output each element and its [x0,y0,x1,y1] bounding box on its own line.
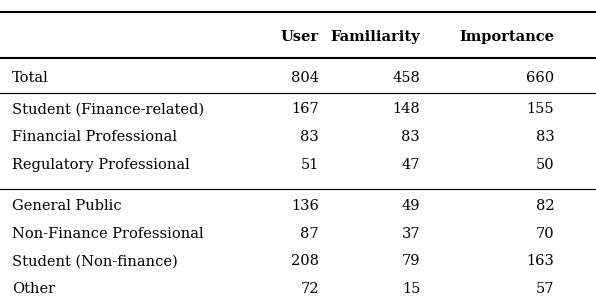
Text: Regulatory Professional: Regulatory Professional [12,158,190,172]
Text: 804: 804 [291,71,319,85]
Text: 50: 50 [536,158,554,172]
Text: Student (Finance-related): Student (Finance-related) [12,103,204,117]
Text: 208: 208 [291,254,319,268]
Text: 79: 79 [402,254,420,268]
Text: 87: 87 [300,226,319,240]
Text: 51: 51 [300,158,319,172]
Text: 83: 83 [536,130,554,144]
Text: 57: 57 [536,282,554,296]
Text: 163: 163 [526,254,554,268]
Text: 70: 70 [536,226,554,240]
Text: 15: 15 [402,282,420,296]
Text: 82: 82 [536,199,554,213]
Text: Total: Total [12,71,49,85]
Text: 167: 167 [291,103,319,117]
Text: 37: 37 [402,226,420,240]
Text: General Public: General Public [12,199,122,213]
Text: Other: Other [12,282,55,296]
Text: Familiarity: Familiarity [331,30,420,44]
Text: 155: 155 [527,103,554,117]
Text: 49: 49 [402,199,420,213]
Text: Non-Finance Professional: Non-Finance Professional [12,226,204,240]
Text: 136: 136 [291,199,319,213]
Text: 83: 83 [402,130,420,144]
Text: Student (Non-finance): Student (Non-finance) [12,254,178,268]
Text: 660: 660 [526,71,554,85]
Text: Financial Professional: Financial Professional [12,130,177,144]
Text: 148: 148 [392,103,420,117]
Text: 83: 83 [300,130,319,144]
Text: Importance: Importance [460,30,554,44]
Text: User: User [281,30,319,44]
Text: 47: 47 [402,158,420,172]
Text: 458: 458 [392,71,420,85]
Text: 72: 72 [300,282,319,296]
